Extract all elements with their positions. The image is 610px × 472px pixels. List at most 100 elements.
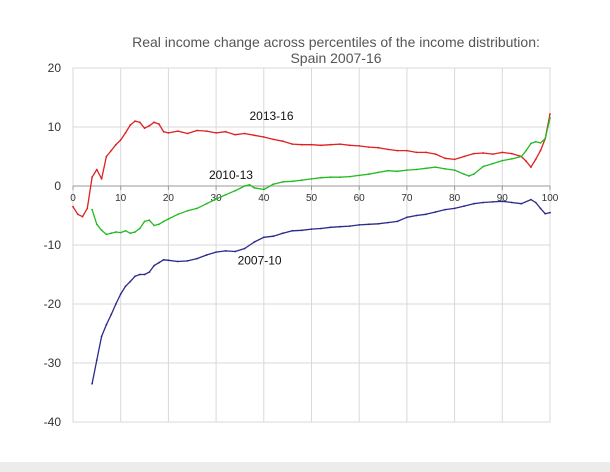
data-point [501, 200, 504, 203]
data-point [534, 201, 537, 204]
data-point [167, 132, 170, 134]
data-point [320, 227, 322, 230]
data-point [129, 124, 132, 127]
data-point [253, 186, 256, 189]
data-point [148, 219, 151, 222]
data-point [243, 185, 246, 187]
data-point [95, 168, 98, 171]
x-tick-label: 70 [401, 193, 413, 204]
x-tick-label: 10 [115, 193, 127, 204]
data-point [162, 220, 165, 223]
data-point [167, 259, 170, 262]
data-point [115, 231, 117, 233]
x-tick-label: 50 [306, 193, 318, 204]
data-point [310, 143, 313, 146]
data-point [539, 142, 542, 144]
data-point [224, 193, 227, 196]
data-point [234, 189, 237, 192]
data-point [301, 229, 303, 232]
data-point [272, 138, 275, 141]
data-point [444, 168, 446, 170]
data-point [549, 211, 551, 214]
series-label-2007-10: 2007-10 [238, 253, 282, 267]
data-point [491, 201, 494, 203]
data-point [129, 280, 132, 283]
data-point [301, 143, 303, 146]
data-point [329, 226, 332, 229]
series-line-2013-16 [72, 113, 551, 218]
data-point [549, 113, 551, 115]
data-point [143, 220, 146, 223]
data-point [138, 227, 141, 230]
data-point [138, 273, 141, 276]
data-point [153, 121, 156, 124]
data-point [453, 169, 456, 172]
data-point [377, 171, 380, 174]
data-point [406, 216, 408, 219]
data-point [358, 145, 361, 147]
data-point [205, 254, 208, 256]
data-point [358, 174, 361, 177]
data-point [291, 229, 294, 232]
y-tick-label: -20 [44, 297, 62, 311]
x-tick-label: 60 [354, 193, 366, 204]
y-tick-label: 20 [48, 61, 62, 75]
data-point [162, 130, 165, 133]
data-point [119, 139, 122, 141]
data-point [415, 168, 418, 171]
data-point [396, 170, 399, 173]
data-point [272, 235, 275, 238]
data-point [320, 176, 322, 179]
data-point [186, 132, 189, 135]
grid [72, 67, 551, 423]
data-point [329, 143, 332, 146]
data-point [143, 127, 146, 130]
series [72, 113, 551, 385]
y-tick-label: 0 [54, 179, 61, 193]
data-point [339, 225, 341, 228]
data-point [434, 166, 437, 169]
data-point [196, 129, 198, 132]
data-point [100, 229, 103, 232]
data-point [129, 232, 132, 235]
data-point [124, 132, 127, 134]
data-point [91, 208, 93, 211]
data-point [444, 208, 446, 211]
data-point [406, 169, 408, 172]
data-point [434, 211, 437, 213]
data-point [234, 133, 237, 136]
data-point [491, 153, 494, 156]
x-tick-label: 80 [449, 193, 461, 204]
data-point [196, 207, 198, 210]
data-point [153, 264, 156, 267]
data-point [310, 228, 313, 231]
x-tick-label: 40 [258, 193, 270, 204]
data-point [215, 198, 218, 200]
data-point [86, 207, 89, 210]
data-point [224, 130, 227, 133]
data-point [510, 158, 513, 160]
data-point [134, 120, 136, 122]
data-point [406, 149, 408, 152]
series-line-2010-13 [91, 118, 551, 236]
data-point [510, 201, 513, 204]
data-point [100, 335, 103, 338]
data-point [115, 143, 117, 146]
data-point [463, 205, 465, 208]
data-point [215, 251, 218, 254]
data-point [177, 213, 179, 216]
data-point [158, 223, 160, 226]
data-point [386, 148, 389, 151]
x-tick-label: 100 [542, 193, 559, 204]
data-point [534, 140, 537, 143]
data-point [425, 213, 427, 216]
data-point [463, 173, 465, 176]
data-point [110, 232, 113, 235]
data-point [282, 181, 284, 183]
data-point [539, 149, 542, 152]
data-point [167, 218, 170, 220]
series-label-2010-13: 2010-13 [209, 168, 253, 182]
bottom-scrollbar-strip [0, 462, 610, 472]
data-point [262, 188, 265, 191]
